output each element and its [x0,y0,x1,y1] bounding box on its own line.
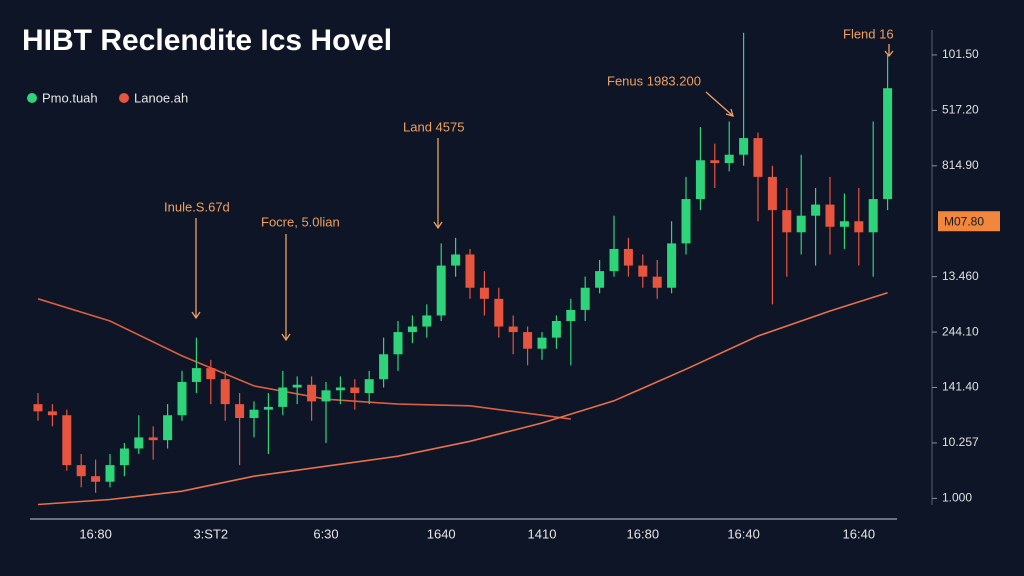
candle-body [465,254,475,288]
candle-body [667,243,677,288]
candle-body [681,199,691,244]
candle-body [263,406,273,410]
y-tick-label: 10.257 [942,435,979,449]
candle-body [364,379,374,394]
candle-body [163,415,173,441]
annotation: Inule.S.67d [164,199,230,214]
candle-body [292,384,302,388]
candle-body [148,437,158,441]
y-tick-label: 13.460 [942,269,979,283]
x-tick-label: 6:30 [313,526,338,541]
arrow [433,138,443,230]
candle-body [811,204,821,216]
candle-body [335,387,345,391]
arrow [884,44,894,58]
candle-body [609,248,619,272]
candle-body [638,265,648,277]
candle-body [695,160,705,200]
candle-body [177,381,187,416]
candle-body [595,271,605,288]
x-tick-label: 1640 [427,526,456,541]
candle-body [710,160,720,164]
candle-body [350,387,360,394]
candle-body [307,384,317,402]
candle-body [494,298,504,327]
x-tick-label: 16:80 [79,526,112,541]
candle-body [724,154,734,164]
annotation: Flend 16 [843,26,894,41]
annotation: Land 4575 [403,119,464,134]
y-tick-label: 101.50 [942,47,979,61]
price-tag [938,211,1000,232]
candle-body [782,210,792,233]
candle-body [652,276,662,288]
candle-body [451,254,461,266]
candle-body [191,368,201,382]
x-tick-label: 1410 [528,526,557,541]
candle-body [379,354,389,380]
candle-body [796,215,806,233]
legend-swatch [27,93,37,103]
candle-body [220,379,230,405]
candle-body [119,448,129,466]
legend-label: Lanoe.ah [134,90,188,105]
chart-title: HIBT Reclendite Ics Hovel [22,24,392,57]
price-tag-label: M07.80 [944,214,984,228]
x-tick-label: 16:80 [627,526,660,541]
candle-body [206,368,216,380]
annotation: Fenus 1983.200 [607,73,701,88]
candle-body [523,332,533,349]
candle-body [422,315,432,327]
x-tick-label: 16:40 [727,526,760,541]
candle-body [551,321,561,338]
candle-body [883,88,893,200]
candle-body [739,138,749,155]
legend-label: Pmo.tuah [42,90,98,105]
candle-body [134,437,144,449]
candle-body [825,204,835,227]
candle-body [508,326,518,333]
candle-body [623,248,633,266]
candle-body [62,415,72,466]
candle-body [839,221,849,227]
x-tick-label: 16:40 [843,526,876,541]
legend: Pmo.tuah Lanoe.ah [27,90,188,105]
candle-body [767,176,777,211]
candle-body [76,465,86,477]
candle-body [580,287,590,310]
y-tick-label: 141.40 [942,380,979,394]
candle-body [436,265,446,316]
arrow [191,218,201,320]
annotations: Flend 16 Fenus 1983.200 Land 4575 Inule.… [164,26,894,229]
arrow [705,91,734,117]
y-tick-label: 1.000 [942,491,972,505]
candle-body [753,138,763,177]
candle-body [105,465,115,482]
annotation-arrows [191,44,894,342]
candle-body [854,221,864,233]
candle-body [566,309,576,321]
candle-body [33,404,43,412]
candle-body [868,199,878,233]
moving-average [37,291,888,506]
candle-body [537,337,547,349]
candle-body [47,411,57,416]
candle-body [393,332,403,355]
candle-body [91,476,101,482]
y-tick-label: 244.10 [942,324,979,338]
arrow [281,234,291,342]
annotation: Focre, 5.0lian [261,214,340,229]
candle-body [407,326,417,333]
candle-body [278,387,288,407]
y-tick-label: 517.20 [942,103,979,117]
y-tick-label: 814.90 [942,158,979,172]
legend-swatch [119,93,129,103]
x-tick-label: 3:ST2 [193,526,228,541]
candle-body [249,409,259,418]
candle-body [321,390,331,402]
candle-body [235,404,245,418]
candle-body [479,287,489,299]
